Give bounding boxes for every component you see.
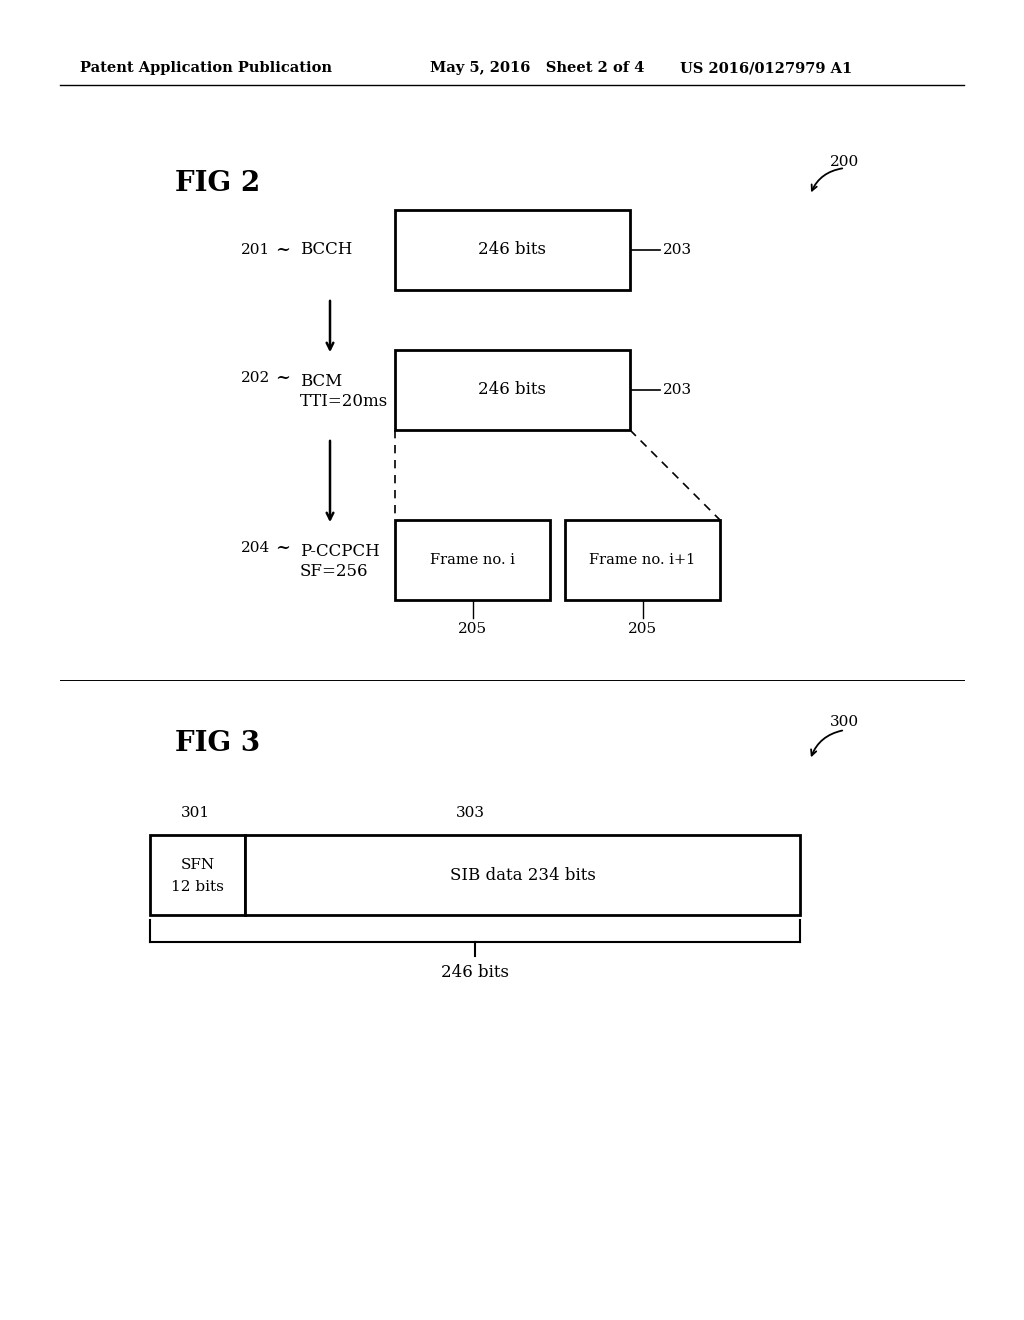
Text: 12 bits: 12 bits — [171, 880, 224, 894]
Text: FIG 3: FIG 3 — [175, 730, 260, 756]
Text: ~: ~ — [275, 370, 290, 387]
Text: Patent Application Publication: Patent Application Publication — [80, 61, 332, 75]
Text: 203: 203 — [663, 243, 692, 257]
Bar — [395, 210, 630, 290]
Text: BCM: BCM — [300, 374, 342, 391]
Text: 303: 303 — [456, 807, 484, 820]
Text: 201: 201 — [241, 243, 270, 257]
Text: ~: ~ — [275, 539, 290, 557]
Text: 301: 301 — [180, 807, 210, 820]
Text: BCCH: BCCH — [300, 242, 352, 259]
Text: 246 bits: 246 bits — [478, 381, 547, 399]
Text: ~: ~ — [275, 242, 290, 259]
Text: May 5, 2016   Sheet 2 of 4: May 5, 2016 Sheet 2 of 4 — [430, 61, 644, 75]
Bar — [395, 350, 630, 430]
Text: US 2016/0127979 A1: US 2016/0127979 A1 — [680, 61, 852, 75]
Bar — [150, 836, 245, 915]
Text: 202: 202 — [241, 371, 270, 385]
Text: SF=256: SF=256 — [300, 564, 369, 581]
Text: Frame no. i: Frame no. i — [430, 553, 515, 568]
Text: Frame no. i+1: Frame no. i+1 — [590, 553, 695, 568]
Text: TTI=20ms: TTI=20ms — [300, 393, 388, 411]
Bar — [565, 520, 720, 601]
Text: 203: 203 — [663, 383, 692, 397]
Text: FIG 2: FIG 2 — [175, 170, 260, 197]
Text: SFN: SFN — [180, 858, 215, 873]
Bar — [245, 836, 800, 915]
Text: 246 bits: 246 bits — [478, 242, 547, 259]
Text: P-CCPCH: P-CCPCH — [300, 544, 380, 561]
Text: SIB data 234 bits: SIB data 234 bits — [450, 866, 595, 883]
Text: 200: 200 — [830, 154, 859, 169]
Text: 300: 300 — [830, 715, 859, 729]
Text: 204: 204 — [241, 541, 270, 554]
Text: 205: 205 — [458, 622, 487, 636]
Text: 205: 205 — [628, 622, 657, 636]
Bar — [395, 520, 550, 601]
Text: 246 bits: 246 bits — [441, 964, 509, 981]
